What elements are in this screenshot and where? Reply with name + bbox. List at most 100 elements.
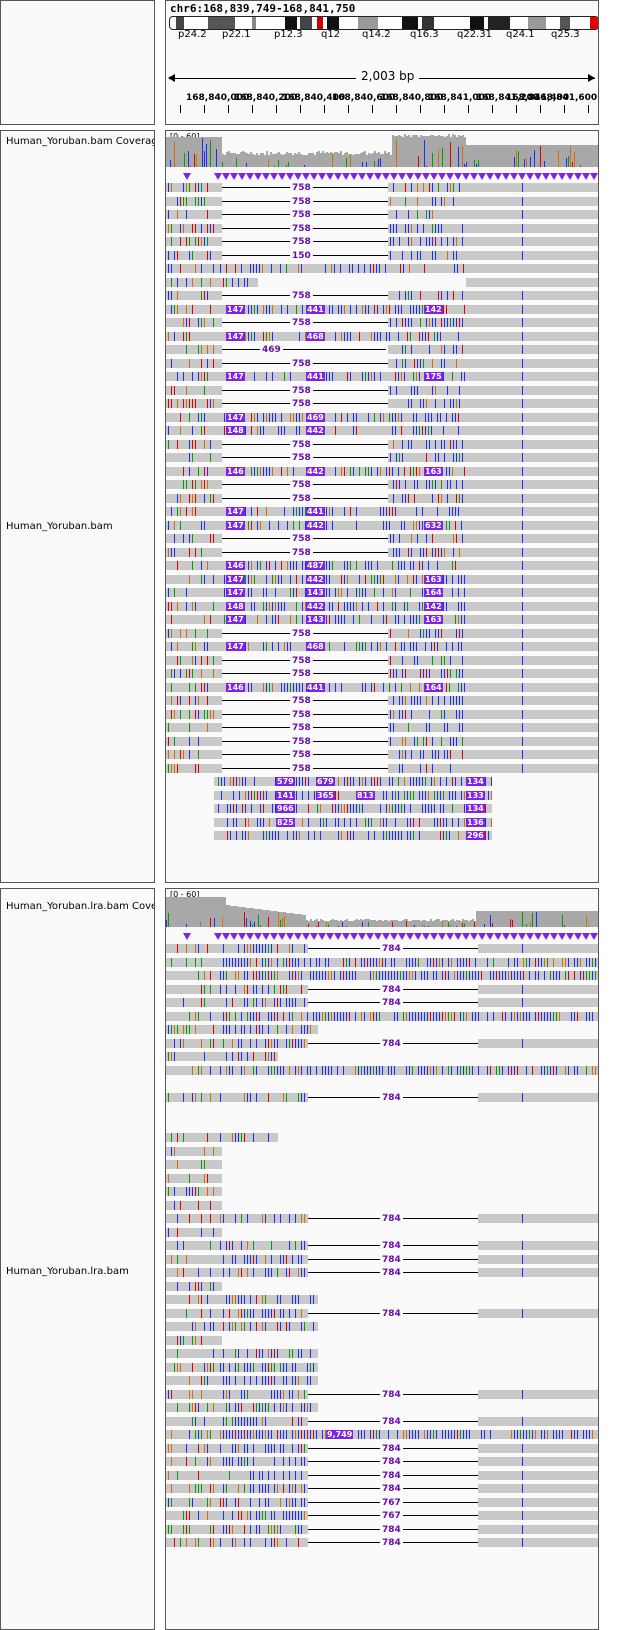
coverage-bar: [416, 135, 418, 167]
mismatch: [565, 1065, 566, 1075]
coverage-bar: [242, 907, 244, 927]
mismatch: [171, 1457, 172, 1466]
coverage-bar: [374, 919, 376, 927]
mismatch: [210, 453, 211, 462]
coverage-bar: [430, 134, 432, 167]
mismatch: [302, 615, 303, 624]
coverage-bar: [270, 910, 272, 927]
insertion-marker: [246, 933, 254, 940]
mismatch: [403, 264, 404, 273]
read: [218, 412, 222, 422]
mismatch: [523, 1430, 524, 1439]
insertion-size-label: 365: [316, 790, 335, 800]
mismatch: [485, 831, 486, 840]
lra-alignment-track[interactable]: 784 784 784 784 784 784 784 784 784 784 784 784 9,74…: [166, 944, 598, 1629]
mismatch: [286, 1268, 287, 1277]
coverage-bar: [504, 911, 506, 927]
mismatch: [404, 601, 405, 611]
lra-name-panel[interactable]: Human_Yoruban.lra.bam Coverage Human_Yor…: [0, 888, 155, 1630]
mismatch: [259, 1403, 260, 1412]
mismatch: [198, 372, 199, 381]
coverage-bar: [582, 145, 584, 167]
mismatch: [168, 1470, 169, 1480]
mismatch: [241, 1025, 242, 1034]
lra-coverage-track-name[interactable]: Human_Yoruban.lra.bam Coverage: [6, 901, 155, 912]
mismatch: [301, 1092, 302, 1102]
mismatch: [195, 1281, 196, 1291]
mismatch: [329, 507, 330, 516]
mismatch: [410, 682, 411, 692]
read: [466, 642, 598, 651]
mismatch: [385, 957, 386, 967]
mismatch: [371, 777, 372, 786]
mismatch: [412, 1065, 413, 1075]
mismatch: [460, 1065, 461, 1075]
mismatch: [325, 1430, 326, 1439]
mismatch: [271, 264, 272, 273]
lra-track-name[interactable]: Human_Yoruban.lra.bam: [6, 1266, 129, 1277]
coverage-bar: [214, 897, 216, 927]
mismatch: [398, 615, 399, 624]
mismatch: [254, 331, 255, 341]
mismatch: [440, 331, 441, 341]
mismatch: [437, 561, 438, 570]
mismatch: [437, 507, 438, 516]
bam-coverage-track[interactable]: [166, 133, 598, 167]
coverage-bar: [356, 154, 358, 167]
mismatch: [259, 1349, 260, 1358]
coverage-mismatch: [522, 912, 523, 927]
bam-coverage-track-name[interactable]: Human_Yoruban.bam Coverage: [6, 136, 155, 147]
mismatch: [442, 1011, 443, 1021]
mismatch: [491, 790, 492, 800]
mismatch: [263, 682, 264, 692]
mismatch: [365, 588, 366, 597]
mismatch: [429, 669, 430, 678]
mismatch: [284, 507, 285, 516]
mismatch: [198, 763, 199, 773]
mismatch: [272, 574, 273, 584]
mismatch: [456, 534, 457, 543]
ruler-panel[interactable]: chr6:168,839,749-168,841,750 p24.2 p22.1…: [165, 0, 599, 125]
coverage-bar: [192, 137, 194, 167]
mismatch: [295, 1241, 296, 1250]
mismatch: [438, 183, 439, 192]
bam-track-name[interactable]: Human_Yoruban.bam: [6, 521, 113, 532]
mismatch: [449, 520, 450, 530]
bam-name-panel[interactable]: Human_Yoruban.bam Coverage Human_Yoruban…: [0, 130, 155, 883]
lra-data-panel[interactable]: [0 - 60] 784 784 784 784 784 784 784 784 784 784 7…: [165, 888, 599, 1630]
deletion-length-label: 150: [290, 250, 313, 261]
mismatch: [174, 1187, 175, 1196]
mismatch: [535, 1430, 536, 1439]
coverage-bar: [532, 145, 534, 167]
mismatch: [168, 601, 169, 611]
mismatch: [201, 196, 202, 206]
mismatch: [462, 628, 463, 638]
bam-alignment-track[interactable]: 758 758 758 758 758 150 758 147 441 142 758 147 468 4…: [166, 183, 598, 882]
mismatch: [436, 1011, 437, 1021]
mismatch: [392, 412, 393, 422]
read: [478, 1214, 598, 1223]
mismatch: [390, 223, 391, 233]
read: [466, 439, 598, 449]
bam-coverage-range: [0 - 60]: [170, 132, 199, 141]
mismatch: [359, 804, 360, 813]
coverage-bar: [306, 154, 308, 167]
mismatch: [447, 493, 448, 503]
mismatch: [307, 1376, 308, 1385]
mismatch: [192, 1187, 193, 1196]
read: [478, 984, 598, 994]
mismatch: [442, 957, 443, 967]
bam-data-panel[interactable]: [0 - 60] 7587587587587581507581474411427…: [165, 130, 599, 883]
mismatch: [444, 547, 445, 557]
mismatch: [220, 1214, 221, 1223]
mismatch: [210, 1038, 211, 1048]
mismatch: [293, 831, 294, 840]
insertion-marker: [358, 173, 366, 180]
mismatch: [295, 1038, 296, 1048]
coverage-bar: [514, 911, 516, 927]
mismatch: [589, 1430, 590, 1439]
chromosome-ideogram[interactable]: [169, 16, 598, 30]
mismatch: [464, 574, 465, 584]
lra-coverage-track[interactable]: [166, 893, 598, 927]
mismatch: [299, 331, 300, 341]
